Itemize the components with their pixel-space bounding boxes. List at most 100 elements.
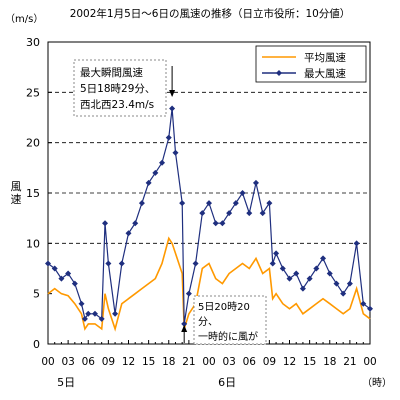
max-wind-point	[313, 265, 320, 272]
y-axis-unit: （m/s）	[5, 13, 43, 25]
x-tick-label-2: 06	[82, 356, 96, 368]
max-wind-point	[326, 270, 333, 277]
legend-box	[255, 45, 367, 83]
y-tick-label-20: 20	[26, 137, 40, 150]
y-axis-label-char: 速	[11, 193, 22, 206]
x-tick-label-15: 21	[343, 356, 356, 368]
max-wind-point	[85, 310, 92, 317]
max-wind-point	[360, 300, 367, 307]
day-label-1: 6日	[218, 376, 236, 389]
x-tick-label-13: 15	[303, 356, 316, 368]
y-tick-label-5: 5	[33, 288, 40, 301]
max-wind-point	[159, 159, 166, 166]
x-tick-label-14: 18	[323, 356, 336, 368]
max-wind-point	[138, 200, 145, 207]
x-tick-label-1: 03	[61, 356, 74, 368]
max-wind-point	[269, 260, 276, 267]
max-wind-point	[299, 285, 306, 292]
max-wind-point	[181, 320, 188, 327]
max-wind-point	[219, 220, 226, 227]
max-wind-point	[58, 275, 65, 282]
max-wind-point	[266, 200, 273, 207]
chart-title: 2002年1月5日～6日の風速の推移（日立市役所：10分値）	[70, 7, 351, 20]
x-tick-label-16: 00	[363, 356, 376, 368]
x-tick-label-7: 21	[182, 356, 195, 368]
y-tick-label-10: 10	[26, 237, 40, 250]
x-axis-unit: （時）	[362, 377, 392, 389]
max-wind-point	[125, 230, 132, 237]
annotation-1-text: 5日18時29分、	[80, 83, 155, 95]
max-wind-point	[239, 190, 246, 196]
x-tick-label-12: 12	[283, 356, 296, 368]
max-wind-point	[346, 280, 353, 287]
annotation-1-text: 西北西23.4m/s	[80, 99, 154, 111]
max-wind-point	[172, 149, 179, 156]
max-wind-point	[45, 260, 51, 267]
x-tick-label-6: 18	[162, 356, 175, 368]
series-line-1	[47, 108, 371, 324]
y-tick-label-15: 15	[26, 187, 40, 200]
y-tick-label-30: 30	[26, 36, 40, 49]
x-tick-label-3: 09	[102, 356, 115, 368]
max-wind-point	[81, 315, 88, 322]
max-wind-point	[259, 210, 266, 217]
x-tick-label-8: 00	[202, 356, 215, 368]
max-wind-point	[91, 310, 98, 317]
annotation-2-text: 一時的に風が	[198, 330, 258, 343]
legend-label-0: 平均風速	[304, 52, 346, 64]
x-tick-label-0: 00	[41, 356, 54, 368]
legend-label-1: 最大風速	[304, 67, 346, 80]
max-wind-point	[273, 250, 280, 257]
max-wind-point	[179, 200, 186, 207]
annotation-2-text: 5日20時20	[198, 301, 250, 313]
day-label-0: 5日	[57, 376, 75, 389]
max-wind-point	[169, 105, 176, 112]
legend-marker-1	[276, 70, 282, 76]
x-tick-label-5: 15	[142, 356, 155, 368]
annotation-box-2	[193, 295, 267, 345]
max-wind-point	[293, 270, 300, 277]
max-wind-point	[102, 220, 109, 227]
annotation-2-text: 分、	[198, 316, 218, 328]
max-wind-point	[192, 260, 199, 267]
max-wind-point	[65, 270, 72, 277]
max-wind-point	[246, 210, 253, 217]
max-wind-point	[132, 220, 139, 227]
max-wind-point	[112, 310, 119, 317]
annotation-1-arrowhead	[169, 90, 176, 97]
max-wind-point	[71, 280, 78, 287]
max-wind-point	[367, 305, 373, 312]
max-wind-point	[185, 290, 192, 297]
max-wind-point	[118, 260, 125, 267]
annotation-2-arrowhead	[181, 325, 188, 332]
max-wind-point	[252, 179, 259, 186]
max-wind-point	[152, 169, 159, 176]
x-tick-label-11: 09	[263, 356, 276, 368]
max-wind-point	[105, 260, 112, 267]
max-wind-point	[353, 240, 360, 247]
max-wind-point	[340, 290, 347, 297]
max-wind-point	[145, 179, 152, 186]
max-wind-point	[320, 255, 327, 262]
max-wind-point	[333, 280, 340, 287]
max-wind-point	[199, 210, 206, 217]
y-tick-label-25: 25	[26, 86, 40, 99]
annotation-box-1	[73, 59, 167, 117]
y-axis-label-char: 風	[11, 180, 22, 193]
max-wind-point	[226, 210, 233, 217]
max-wind-point	[51, 265, 58, 272]
max-wind-point	[232, 200, 239, 207]
x-tick-label-4: 12	[122, 356, 135, 368]
max-wind-point	[212, 220, 219, 227]
max-wind-point	[306, 275, 313, 282]
max-wind-point	[165, 134, 172, 141]
x-tick-label-10: 06	[243, 356, 257, 368]
annotation-1-text: 最大瞬間風速	[80, 66, 143, 79]
max-wind-point	[279, 265, 286, 272]
max-wind-point	[206, 200, 212, 207]
series-line-0	[47, 236, 371, 332]
max-wind-point	[286, 275, 293, 282]
y-tick-label-0: 0	[33, 338, 40, 351]
max-wind-point	[78, 300, 85, 307]
